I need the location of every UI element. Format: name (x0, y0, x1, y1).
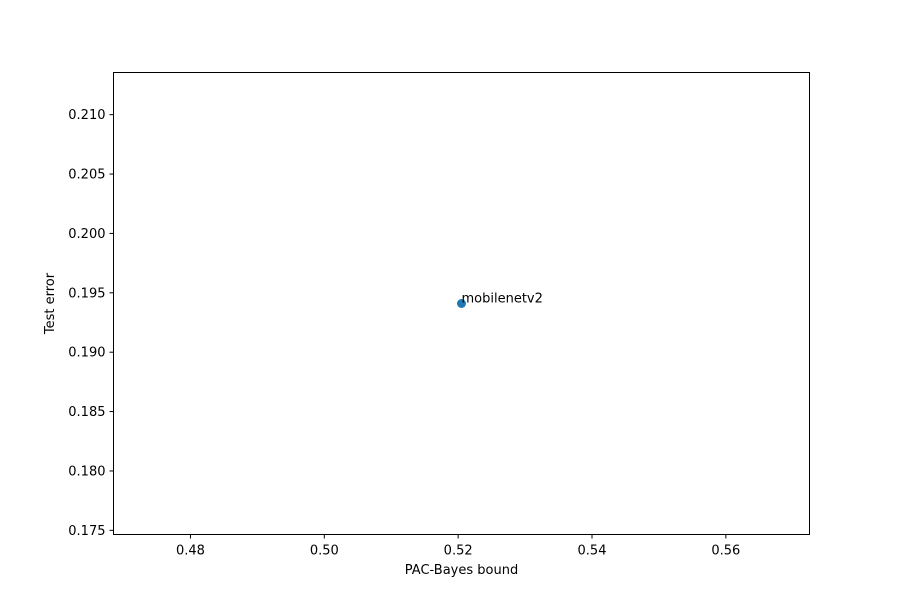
y-tick-label: 0.205 (68, 168, 105, 183)
scatter-point (457, 299, 466, 308)
plot-area: mobilenetv2 (457, 292, 543, 308)
y-tick-label: 0.200 (68, 227, 105, 242)
x-tick-label: 0.50 (310, 544, 339, 559)
y-axis-label: Test error (43, 272, 58, 335)
x-tick-label: 0.52 (444, 544, 473, 559)
x-axis: 0.48 0.50 0.52 0.54 0.56 (176, 534, 740, 559)
y-tick-label: 0.185 (68, 405, 105, 420)
y-axis: 0.175 0.180 0.185 0.190 0.195 0.200 0.205 0.210 (68, 108, 114, 539)
y-tick-label: 0.190 (68, 346, 105, 361)
x-tick-label: 0.56 (711, 544, 740, 559)
x-tick-label: 0.48 (176, 544, 205, 559)
y-tick-label: 0.175 (68, 524, 105, 539)
point-annotation: mobilenetv2 (462, 292, 543, 307)
x-axis-label: PAC-Bayes bound (405, 563, 518, 578)
y-tick-label: 0.195 (68, 286, 105, 301)
y-tick-label: 0.180 (68, 464, 105, 479)
axes-frame (113, 72, 810, 535)
x-tick-label: 0.54 (578, 544, 607, 559)
y-tick-label: 0.210 (68, 108, 105, 123)
